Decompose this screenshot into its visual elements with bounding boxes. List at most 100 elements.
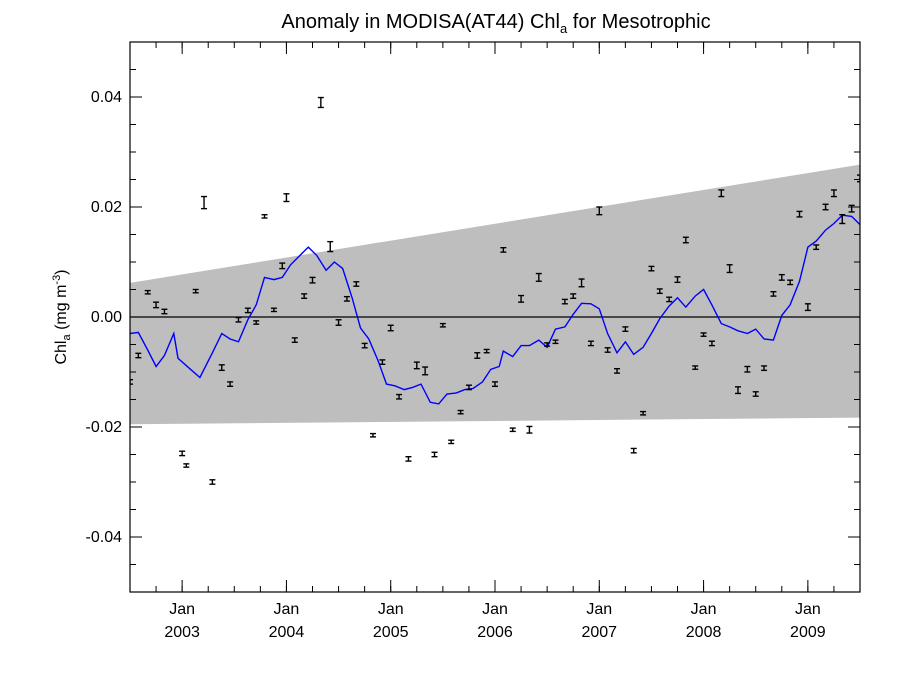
x-tick-label-month: Jan [795,601,821,618]
error-bar-point [135,352,142,359]
error-bar-point [405,456,412,462]
x-tick-label-year: 2006 [477,624,513,641]
ylabel-units: (mg m [53,285,70,335]
error-bar-point [448,439,455,445]
x-tick-label-year: 2007 [581,624,617,641]
axes: -0.04 -0.02 0.00 0.02 0.04 Jan 2003 Jan 2004 Jan 2… [86,41,861,641]
y-axis-label: Chla (mg m-3) [51,269,73,364]
error-bar-point [227,381,234,387]
x-tick-label-month: Jan [378,601,404,618]
error-bar-point [457,409,464,415]
error-bar-point [422,366,429,376]
error-bar-point [804,303,811,312]
title-main: Anomaly in MODISA(AT44) Chl [281,11,560,33]
error-bar-point [130,379,133,385]
error-bar-point [692,365,699,370]
error-bar-point [153,301,160,309]
error-bar-point [726,264,733,274]
error-bar-point [179,450,186,457]
error-bar-point [552,339,559,345]
error-bar-point [369,432,376,438]
error-bar-point [283,193,290,203]
error-bar-point [752,391,759,397]
x-tick-label-month: Jan [169,601,195,618]
y-tick-label: 0.04 [91,89,122,106]
error-bar-point [622,326,629,332]
error-bar-point [570,293,577,299]
x-tick-label-month: Jan [482,601,508,618]
error-bar-point [327,240,334,253]
error-bar-point [161,308,168,315]
error-bar-point [353,281,360,287]
error-bar-point [301,293,308,299]
y-tick-label: -0.04 [86,529,123,546]
error-bar-point [813,244,820,251]
plot-content [130,96,860,485]
error-bar-point [544,342,551,347]
error-bar-point [483,348,490,354]
x-tick-label-year: 2008 [686,624,722,641]
error-bar-point [770,291,777,297]
error-bar-point [578,278,585,288]
error-bar-point [509,427,516,433]
error-bar-point [526,425,533,434]
error-bar-point [839,213,846,225]
error-bar-point [413,361,420,370]
error-bar-point [309,276,316,284]
error-bar-point [848,204,855,213]
ylabel-close: ) [53,269,70,274]
error-bar-point [183,463,190,468]
error-bar-point [279,262,286,270]
error-bar-point [822,203,829,211]
error-bar-point [492,381,498,387]
error-bar-point [630,447,637,454]
error-bar-point [387,324,394,332]
error-bar-point [209,479,216,485]
error-bar-point [317,96,324,109]
error-bar-point [656,288,663,295]
x-tick-label-month: Jan [274,601,300,618]
error-bar-point [604,347,611,353]
error-bar-point [235,316,242,323]
y-tick-label: 0.00 [91,309,122,326]
error-bar-point [640,410,647,416]
error-bar-point [674,276,681,284]
x-tick-label-year: 2005 [373,624,409,641]
error-bar-point [796,210,803,218]
trend-band [130,164,860,425]
x-tick-label-year: 2009 [790,624,826,641]
error-bar-point [518,294,525,303]
error-bar-point [270,307,277,313]
error-bar-point [361,342,368,349]
ylabel-subscript: a [61,334,73,341]
error-bar-point [666,296,673,303]
error-bar-point [379,359,386,365]
error-bar-point [465,384,472,391]
error-bar-point [587,340,594,347]
error-bar-point [201,195,208,210]
error-bar-point [787,279,794,286]
error-bar-point [343,295,350,302]
error-bar-point [596,206,603,216]
plot-area [130,96,860,485]
error-bar-point [335,319,342,326]
x-tick-label-year: 2004 [269,624,305,641]
y-tick-label: 0.02 [91,199,122,216]
error-bar-point [474,352,481,359]
error-bar-point [192,288,199,294]
error-bar-point [218,364,225,372]
error-bar-point [857,174,860,183]
error-bar-point [253,320,260,325]
x-tick-label-year: 2003 [164,624,200,641]
error-bar-point [700,332,707,337]
error-bar-point [708,340,715,347]
title-suffix: for Mesotrophic [567,11,710,33]
error-bar-point [734,386,741,395]
ylabel-main: Chl [53,341,70,365]
error-bar-point [431,451,438,458]
x-tick-label-month: Jan [586,601,612,618]
error-bar-point [682,236,689,244]
error-bar-point [614,368,621,374]
ylabel-units-sup: -3 [51,275,63,285]
error-bar-point [778,273,785,281]
